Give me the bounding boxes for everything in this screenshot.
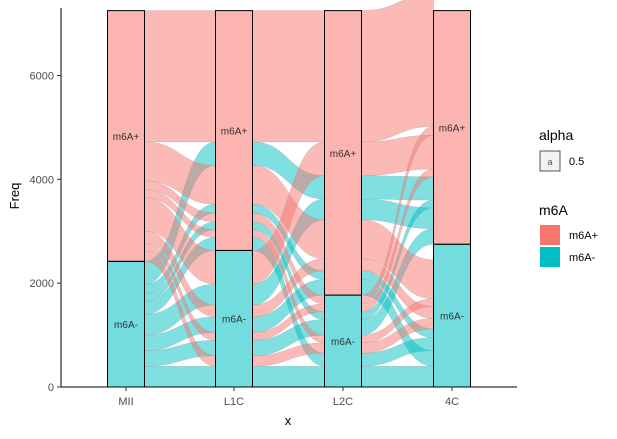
stratum-l2c-neg bbox=[324, 294, 362, 388]
stratum-l2c-pos bbox=[324, 10, 362, 296]
stratum-4c-neg bbox=[433, 243, 471, 388]
flow-0-MII-to-L1C bbox=[144, 365, 216, 388]
stratum-mii-pos-label: m6A+ bbox=[113, 132, 140, 143]
x-tick-label-0: MII bbox=[118, 396, 133, 408]
axes-layer: 0 2000 4000 6000 MII L1C L2C 4C bbox=[30, 8, 517, 408]
x-axis-title: x bbox=[285, 413, 292, 428]
stratum-l1c-neg-label: m6A- bbox=[222, 315, 246, 326]
stratum-4c-pos bbox=[433, 10, 471, 245]
stratum-mii-neg-label: m6A- bbox=[114, 320, 138, 331]
flow-15-L1C-to-L2C bbox=[252, 10, 325, 143]
legend-key-alpha-glyph: a bbox=[547, 157, 552, 167]
stratum-4c-neg-label: m6A- bbox=[440, 312, 464, 323]
stratum-l2c-neg-label: m6A- bbox=[331, 337, 355, 348]
stratum-l1c-pos-label: m6A+ bbox=[221, 127, 248, 138]
flow-0-L1C-to-L2C bbox=[252, 365, 325, 388]
legend-label-alpha: 0.5 bbox=[569, 156, 584, 168]
legend-title-m6a: m6A bbox=[539, 202, 568, 218]
y-tick-label-3: 6000 bbox=[30, 70, 54, 82]
flow-15-L2C-to-4C bbox=[361, 0, 434, 143]
legend-key-alpha bbox=[539, 150, 561, 172]
flow-0-L2C-to-4C bbox=[361, 365, 434, 388]
flows-layer bbox=[144, 0, 434, 388]
y-axis-title: Freq bbox=[7, 183, 22, 210]
flow-15-MII-to-L1C bbox=[144, 10, 216, 143]
legend-title-alpha: alpha bbox=[539, 127, 573, 143]
strata-layer: m6A-m6A+ m6A-m6A+ m6A-m6A+ m6A-m6A+ bbox=[107, 10, 471, 388]
legend-key-neg bbox=[540, 247, 560, 267]
y-tick-label-0: 0 bbox=[48, 382, 54, 394]
stratum-l2c-pos-label: m6A+ bbox=[330, 149, 357, 160]
y-tick-label-1: 2000 bbox=[30, 278, 54, 290]
x-tick-label-2: L2C bbox=[333, 396, 353, 408]
stratum-4c-pos-label: m6A+ bbox=[439, 123, 466, 134]
y-tick-label-2: 4000 bbox=[30, 174, 54, 186]
legend-label-pos: m6A+ bbox=[569, 230, 598, 242]
x-tick-label-3: 4C bbox=[445, 396, 459, 408]
stratum-mii-pos bbox=[107, 10, 145, 262]
x-tick-label-1: L1C bbox=[224, 396, 244, 408]
legend-label-neg: m6A- bbox=[569, 252, 596, 264]
stratum-l1c-neg bbox=[215, 249, 253, 388]
stratum-l1c-pos bbox=[215, 10, 253, 251]
legend-key-pos bbox=[540, 225, 560, 245]
